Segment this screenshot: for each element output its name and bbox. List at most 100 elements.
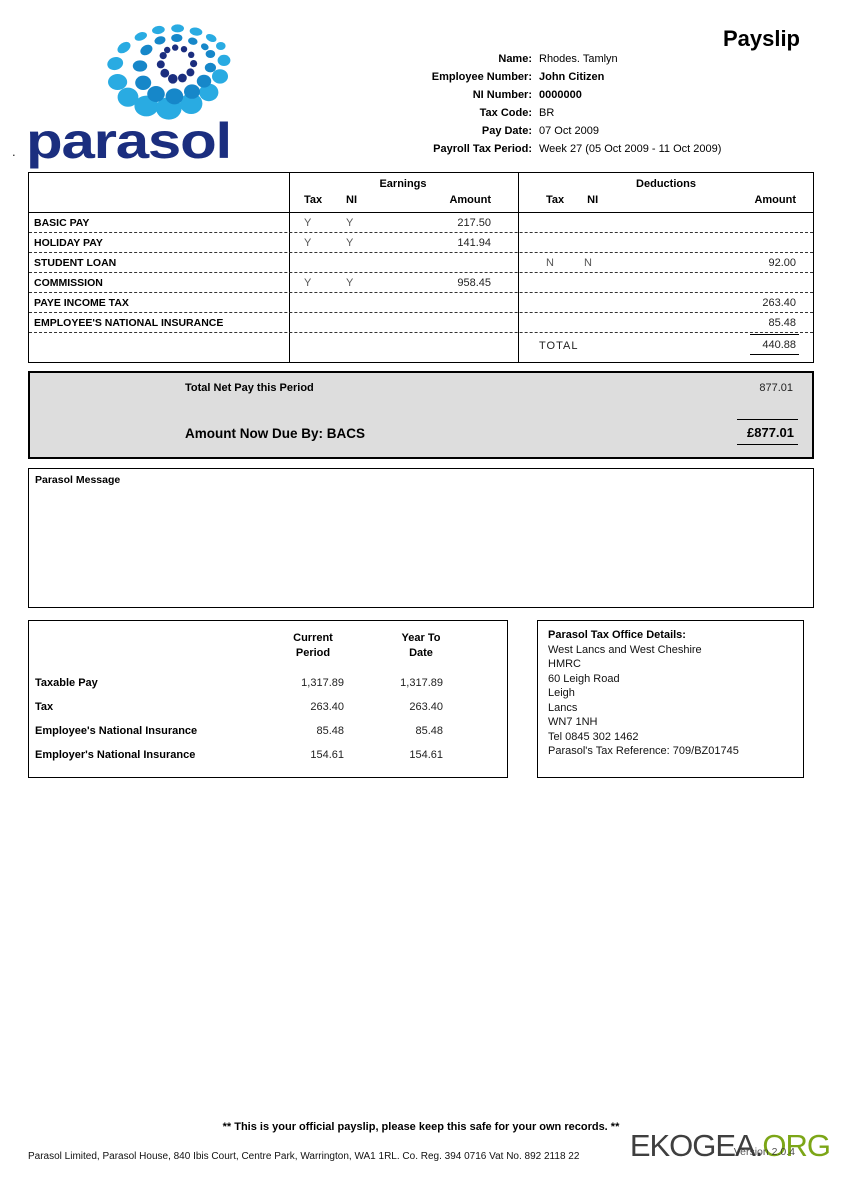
- summary-ytd-value: 263.40: [409, 701, 443, 713]
- row-earn-tax-flag: Y: [304, 236, 312, 249]
- table-body: BASIC PAY Y Y 217.50 HOLIDAY PAY Y Y 141…: [29, 213, 813, 333]
- table-header: Earnings Deductions Tax NI Amount Tax NI…: [29, 173, 813, 213]
- employee-name-row: Name: Rhodes. Tamlyn: [250, 52, 710, 70]
- summary-row-label: Employee's National Insurance: [35, 725, 198, 737]
- row-ded-tax-flag: N: [546, 256, 554, 269]
- page-title: Payslip: [722, 26, 800, 51]
- row-earn-amount: 958.45: [457, 276, 491, 289]
- tax-code-label: Tax Code:: [479, 107, 532, 119]
- row-earn-amount: 141.94: [457, 236, 491, 249]
- deductions-tax-column-header: Tax: [546, 194, 565, 206]
- ni-number-label: NI Number:: [472, 89, 532, 101]
- employee-details: Name: Rhodes. Tamlyn Employee Number: Jo…: [250, 52, 722, 160]
- item-column-header: [29, 194, 289, 206]
- deductions-total-row: TOTAL 440.88: [29, 334, 813, 358]
- parasol-wordmark: parasol: [26, 113, 231, 169]
- row-earn-tax-flag: Y: [304, 276, 312, 289]
- row-ded-amount: 92.00: [768, 256, 796, 269]
- total-amount: 440.88: [750, 334, 799, 355]
- row-item-label: COMMISSION: [34, 276, 103, 289]
- company-registration-line: Parasol Limited, Parasol House, 840 Ibis…: [28, 1151, 580, 1162]
- row-item-label: PAYE INCOME TAX: [34, 296, 129, 309]
- total-label: TOTAL: [539, 340, 579, 352]
- net-pay-amount: 877.01: [759, 382, 793, 394]
- name-value: Rhodes. Tamlyn: [539, 53, 618, 65]
- tax-office-line: HMRC: [548, 658, 581, 670]
- summary-ytd-value: 1,317.89: [400, 677, 443, 689]
- row-earn-tax-flag: Y: [304, 216, 312, 229]
- summary-current-value: 263.40: [310, 701, 344, 713]
- row-item-label: BASIC PAY: [34, 216, 90, 229]
- table-row: COMMISSION Y Y 958.45: [29, 273, 813, 293]
- row-earn-amount: 217.50: [457, 216, 491, 229]
- row-ded-amount: 85.48: [768, 316, 796, 329]
- summary-row: Taxable Pay 1,317.89 1,317.89: [29, 671, 507, 695]
- table-row: STUDENT LOAN N N 92.00: [29, 253, 813, 273]
- payroll-period-row: Payroll Tax Period: Week 27 (05 Oct 2009…: [250, 142, 721, 160]
- table-row: BASIC PAY Y Y 217.50: [29, 213, 813, 233]
- tax-office-line: 60 Leigh Road: [548, 672, 620, 685]
- parasol-message-box: Parasol Message: [28, 468, 814, 608]
- ni-number-row: NI Number: 0000000: [250, 88, 710, 106]
- tax-code-row: Tax Code: BR: [250, 106, 710, 124]
- ekogea-watermark: EKOGEA.ORG: [629, 1128, 831, 1164]
- summary-row-label: Tax: [35, 701, 54, 713]
- net-pay-box: Total Net Pay this Period 877.01 Amount …: [28, 371, 814, 459]
- current-period-header: Current Period: [293, 632, 333, 659]
- summary-row: Employer's National Insurance 154.61 154…: [29, 743, 507, 767]
- stray-mark: .: [12, 144, 16, 159]
- row-item-label: EMPLOYEE'S NATIONAL INSURANCE: [34, 316, 224, 329]
- summary-row: Tax 263.40 263.40: [29, 695, 507, 719]
- parasol-logo: parasol: [22, 16, 237, 169]
- tax-office-line: WN7 1NH: [548, 716, 598, 728]
- year-to-date-header: Year To Date: [401, 632, 441, 659]
- earnings-deductions-table: Earnings Deductions Tax NI Amount Tax NI…: [28, 172, 814, 363]
- table-divider: [289, 173, 290, 362]
- tax-office-line: Parasol's Tax Reference: 709/BZ01745: [548, 745, 739, 757]
- table-row: EMPLOYEE'S NATIONAL INSURANCE 85.48: [29, 313, 813, 333]
- row-earn-ni-flag: Y: [346, 216, 354, 229]
- tax-office-line: Lancs: [548, 701, 578, 714]
- pay-date-row: Pay Date: 07 Oct 2009: [250, 124, 710, 142]
- earnings-tax-column-header: Tax: [304, 194, 323, 206]
- summary-row-label: Employer's National Insurance: [35, 749, 196, 761]
- parasol-message-title: Parasol Message: [35, 474, 121, 486]
- payroll-period-value: Week 27 (05 Oct 2009 - 11 Oct 2009): [539, 143, 722, 155]
- row-ded-ni-flag: N: [584, 256, 592, 269]
- payroll-period-label: Payroll Tax Period:: [433, 143, 532, 155]
- column-headers: Tax NI Amount Tax NI Amount: [29, 194, 813, 206]
- summary-row: Employee's National Insurance 85.48 85.4…: [29, 719, 507, 743]
- table-row: HOLIDAY PAY Y Y 141.94: [29, 233, 813, 253]
- ekogea-watermark-dark: EKOGEA.: [629, 1128, 764, 1163]
- earnings-header: Earnings: [379, 178, 427, 190]
- row-item-label: HOLIDAY PAY: [34, 236, 103, 249]
- amount-due-label: Amount Now Due By: BACS: [185, 426, 365, 441]
- employee-number-row: Employee Number: John Citizen: [250, 70, 710, 88]
- summary-current-value: 1,317.89: [301, 677, 344, 689]
- deductions-ni-column-header: NI: [587, 194, 599, 206]
- tax-code-value: BR: [539, 107, 555, 119]
- official-payslip-notice: ** This is your official payslip, please…: [222, 1121, 620, 1133]
- table-row: PAYE INCOME TAX 263.40: [29, 293, 813, 313]
- name-label: Name:: [498, 53, 532, 65]
- summary-table: Current Period Year To Date Taxable Pay …: [28, 620, 508, 778]
- parasol-dome-icon: parasol: [26, 24, 232, 169]
- employee-number-label: Employee Number:: [431, 71, 532, 83]
- deductions-header: Deductions: [636, 178, 696, 190]
- earnings-ni-column-header: NI: [346, 194, 357, 206]
- summary-current-value: 85.48: [316, 725, 344, 737]
- version-label: Version 2.0.4: [733, 1146, 795, 1158]
- earnings-amount-column-header: Amount: [449, 194, 491, 206]
- tax-office-line: Tel 0845 302 1462: [548, 730, 639, 743]
- row-earn-ni-flag: Y: [346, 276, 354, 289]
- summary-ytd-value: 154.61: [409, 749, 443, 761]
- tax-office-box: Parasol Tax Office Details: West Lancs a…: [537, 620, 804, 778]
- ekogea-watermark-green: ORG: [762, 1128, 831, 1163]
- row-item-label: STUDENT LOAN: [34, 256, 117, 269]
- summary-row-label: Taxable Pay: [35, 677, 98, 689]
- table-divider: [518, 173, 519, 362]
- tax-office-line: West Lancs and West Cheshire: [548, 643, 702, 656]
- employee-number-value: John Citizen: [539, 71, 605, 83]
- row-earn-ni-flag: Y: [346, 236, 354, 249]
